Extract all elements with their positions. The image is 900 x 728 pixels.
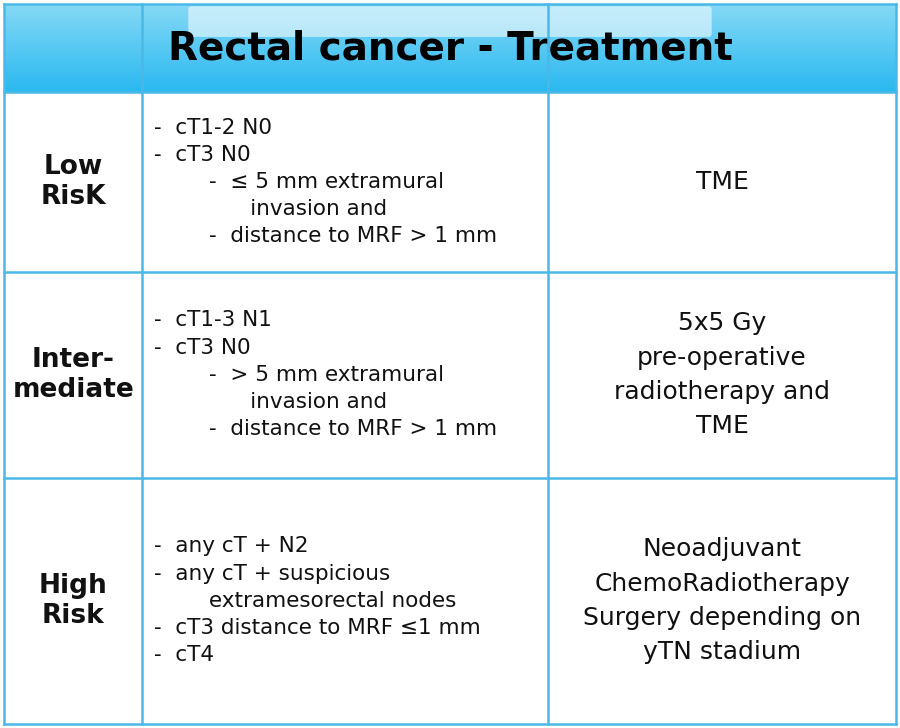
Bar <box>4 30 896 31</box>
Bar <box>4 272 896 478</box>
Bar <box>4 55 896 56</box>
Bar <box>4 26 896 27</box>
Text: TME: TME <box>696 170 749 194</box>
Bar <box>4 87 896 89</box>
Text: Low
RisK: Low RisK <box>40 154 106 210</box>
Bar <box>4 76 896 77</box>
Bar <box>4 13 896 14</box>
Bar <box>4 77 896 78</box>
Bar <box>4 35 896 36</box>
Bar <box>4 25 896 26</box>
Bar <box>4 68 896 69</box>
Bar <box>4 22 896 23</box>
Bar <box>4 23 896 24</box>
Bar <box>4 33 896 34</box>
Bar <box>4 90 896 91</box>
Bar <box>4 31 896 32</box>
Bar <box>4 49 896 50</box>
Bar <box>4 78 896 79</box>
Bar <box>4 34 896 35</box>
Bar <box>4 52 896 53</box>
Bar <box>4 91 896 92</box>
Text: -  cT1-3 N1
-  cT3 N0
        -  > 5 mm extramural
              invasion and
  : - cT1-3 N1 - cT3 N0 - > 5 mm extramural … <box>154 310 498 439</box>
Bar <box>4 60 896 61</box>
Text: Rectal cancer - Treatment: Rectal cancer - Treatment <box>167 29 733 67</box>
Bar <box>4 12 896 13</box>
Text: -  any cT + N2
-  any cT + suspicious
        extramesorectal nodes
-  cT3 dista: - any cT + N2 - any cT + suspicious extr… <box>154 537 481 665</box>
Bar <box>4 64 896 65</box>
Text: Neoadjuvant
ChemoRadiotherapy
Surgery depending on
yTN stadium: Neoadjuvant ChemoRadiotherapy Surgery de… <box>583 537 861 665</box>
Bar <box>4 79 896 81</box>
Bar <box>4 44 896 45</box>
Bar <box>4 20 896 22</box>
Text: High
Risk: High Risk <box>39 573 107 629</box>
Bar <box>4 5 896 6</box>
Bar <box>4 50 896 51</box>
Bar <box>4 65 896 66</box>
Text: Inter-
mediate: Inter- mediate <box>13 347 134 403</box>
Bar <box>4 17 896 18</box>
Bar <box>4 62 896 63</box>
Text: -  cT1-2 N0
-  cT3 N0
        -  ≤ 5 mm extramural
              invasion and
  : - cT1-2 N0 - cT3 N0 - ≤ 5 mm extramural … <box>154 118 498 247</box>
Bar <box>4 82 896 83</box>
Bar <box>4 47 896 48</box>
Bar <box>4 16 896 17</box>
Bar <box>4 89 896 90</box>
Bar <box>4 57 896 58</box>
Text: 5x5 Gy
pre-operative
radiotherapy and
TME: 5x5 Gy pre-operative radiotherapy and TM… <box>614 311 830 438</box>
Bar <box>4 71 896 72</box>
Bar <box>4 18 896 19</box>
Bar <box>4 43 896 44</box>
Bar <box>4 72 896 73</box>
Bar <box>4 70 896 71</box>
FancyBboxPatch shape <box>188 7 712 37</box>
Bar <box>4 85 896 86</box>
Bar <box>4 19 896 20</box>
Bar <box>4 84 896 85</box>
Bar <box>4 92 896 272</box>
Bar <box>4 69 896 70</box>
Bar <box>4 24 896 25</box>
Bar <box>4 48 896 49</box>
Bar <box>4 81 896 82</box>
Bar <box>4 6 896 7</box>
Bar <box>4 7 896 9</box>
Bar <box>4 37 896 39</box>
Bar <box>4 83 896 84</box>
Bar <box>4 36 896 37</box>
Bar <box>4 40 896 41</box>
Bar <box>4 11 896 12</box>
Bar <box>4 10 896 11</box>
Bar <box>4 4 896 5</box>
Bar <box>4 61 896 62</box>
Bar <box>4 74 896 75</box>
Bar <box>4 32 896 33</box>
Bar <box>4 15 896 16</box>
Bar <box>4 9 896 10</box>
Bar <box>4 56 896 57</box>
Bar <box>4 58 896 60</box>
Bar <box>4 51 896 52</box>
Bar <box>4 27 896 28</box>
Bar <box>4 28 896 30</box>
Bar <box>4 478 896 724</box>
Bar <box>4 86 896 87</box>
Bar <box>4 63 896 64</box>
Bar <box>4 14 896 15</box>
Bar <box>4 45 896 47</box>
Bar <box>4 54 896 55</box>
Bar <box>4 53 896 54</box>
Bar <box>4 75 896 76</box>
Bar <box>4 66 896 68</box>
Bar <box>4 39 896 40</box>
Bar <box>4 41 896 43</box>
Bar <box>4 73 896 74</box>
